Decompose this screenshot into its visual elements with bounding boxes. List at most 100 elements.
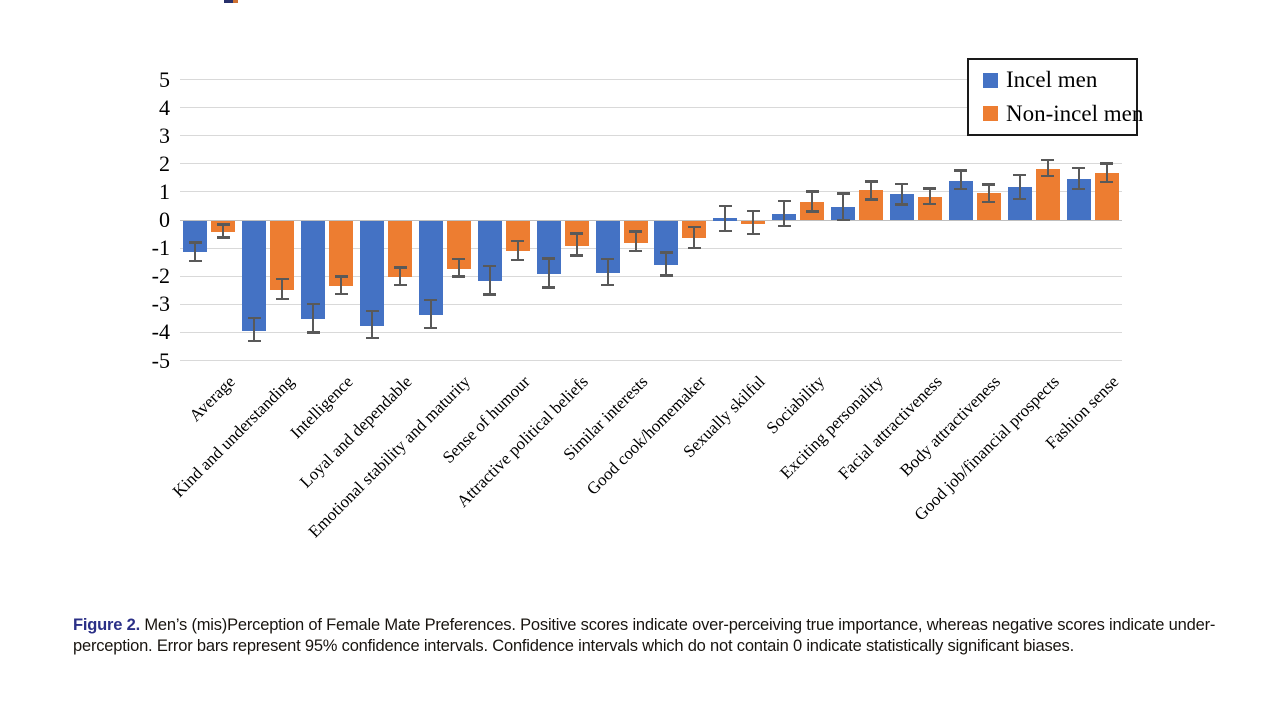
error-bar-cap (746, 209, 760, 213)
error-bar-cap (188, 241, 202, 244)
legend-item-non-incel-men: Non-incel men (983, 101, 1143, 127)
gridline (180, 79, 1122, 80)
legend-label: Incel men (1006, 67, 1098, 93)
y-axis-tick-label: -4 (151, 319, 170, 345)
error-bar-cap (1072, 166, 1086, 170)
error-bar-line (1046, 158, 1049, 178)
x-axis-label-text: Body attractiveness (896, 372, 1005, 480)
x-axis-label-text: Average (185, 372, 239, 426)
error-bar-non-incel-men-good-job-financial-prospects (1041, 158, 1055, 178)
legend: Incel men Non-incel men (967, 58, 1143, 136)
error-bar-non-incel-men-intelligence (334, 275, 348, 296)
y-axis-tick-label: 3 (159, 122, 170, 148)
error-bar-cap (718, 229, 732, 233)
gridline (180, 360, 1122, 361)
error-bar-cap (777, 224, 791, 228)
error-bar-cap (923, 187, 937, 190)
error-bar-cap (334, 275, 348, 278)
legend-item-incel-men: Incel men (983, 67, 1136, 93)
error-bar-incel-men-kind-and-understanding (247, 316, 261, 343)
error-bar-cap (306, 331, 320, 334)
y-axis-tick-label: -5 (151, 347, 170, 373)
error-bar-line (253, 316, 256, 343)
error-bar-non-incel-men-good-cook-homemaker (687, 225, 701, 250)
error-bar-non-incel-men-facial-attractiveness (923, 187, 937, 206)
error-bar-cap (393, 283, 407, 287)
bar-incel-men-kind-and-understanding (242, 221, 267, 331)
error-bar-cap (365, 309, 379, 313)
error-bar-cap (1041, 174, 1055, 178)
error-bar-cap (452, 257, 466, 261)
error-bar-cap (836, 218, 850, 222)
error-bar-incel-men-good-job-financial-prospects (1013, 173, 1027, 201)
error-bar-cap (247, 316, 261, 320)
error-bar-line (516, 239, 519, 261)
error-bar-cap (1041, 158, 1055, 162)
error-bar-line (752, 209, 755, 236)
error-bar-cap (629, 249, 643, 253)
error-bar-non-incel-men-fashion-sense (1100, 162, 1114, 184)
error-bar-non-incel-men-loyal-and-dependable (393, 266, 407, 287)
error-bar-cap (601, 283, 615, 287)
error-bar-cap (542, 286, 556, 289)
error-bar-cap (542, 257, 556, 260)
error-bar-cap (982, 200, 996, 204)
error-bar-cap (746, 232, 760, 236)
error-bar-cap (275, 277, 289, 281)
cropped-text-fragment (224, 0, 233, 3)
error-bar-cap (511, 239, 525, 243)
y-axis-tick-label: -1 (151, 235, 170, 261)
bar-non-incel-men-good-job-financial-prospects (1035, 168, 1060, 220)
error-bar-incel-men-attractive-political-beliefs (542, 257, 556, 289)
error-bar-cap (954, 187, 968, 191)
error-bar-line (724, 204, 727, 233)
error-bar-cap (805, 210, 819, 213)
gridline (180, 247, 1122, 249)
legend-swatch-incel-men (983, 72, 998, 88)
error-bar-incel-men-body-attractiveness (954, 169, 968, 191)
error-bar-cap (275, 297, 289, 301)
error-bar-line (312, 302, 315, 334)
error-bar-cap (864, 180, 878, 183)
caption-text: Men’s (mis)Perception of Female Mate Pre… (139, 616, 1216, 634)
error-bar-non-incel-men-emotional-stability-and-maturity (452, 257, 466, 278)
error-bar-line (1018, 173, 1021, 201)
error-bar-cap (954, 169, 968, 172)
error-bar-line (575, 232, 578, 257)
error-bar-cap (1100, 162, 1114, 165)
figure-caption: Figure 2. Men’s (mis)Perception of Femal… (73, 615, 1216, 657)
error-bar-cap (216, 236, 230, 239)
gridline (180, 135, 1122, 137)
y-axis-tick-label: 0 (159, 207, 170, 232)
x-axis-label-text: Exciting personality (775, 372, 887, 483)
y-axis-tick-label: 4 (159, 94, 170, 120)
error-bar-cap (629, 230, 643, 233)
error-bar-incel-men-fashion-sense (1072, 166, 1086, 191)
error-bar-cap (718, 204, 732, 208)
error-bar-cap (424, 326, 438, 330)
error-bar-incel-men-loyal-and-dependable (365, 309, 379, 340)
error-bar-non-incel-men-sociability (805, 190, 819, 213)
error-bar-line (900, 182, 903, 206)
y-axis-tick-label: 2 (159, 150, 170, 176)
error-bar-cap (1072, 187, 1086, 191)
error-bar-non-incel-men-similar-interests (629, 230, 643, 253)
error-bar-incel-men-exciting-personality (836, 192, 850, 222)
y-axis-tick-label: -3 (151, 291, 170, 317)
legend-swatch-non-incel-men (983, 106, 998, 122)
error-bar-line (281, 277, 284, 301)
error-bar-cap (216, 223, 230, 226)
error-bar-cap (895, 203, 909, 206)
error-bar-non-incel-men-attractive-political-beliefs (570, 232, 584, 257)
bar-incel-men-loyal-and-dependable (360, 221, 385, 326)
gridline (180, 275, 1122, 277)
error-bar-line (665, 251, 668, 277)
error-bar-cap (424, 298, 438, 302)
error-bar-line (842, 192, 845, 222)
error-bar-line (547, 257, 550, 289)
error-bar-cap (982, 183, 996, 186)
error-bar-cap (570, 232, 584, 235)
error-bar-incel-men-intelligence (306, 302, 320, 334)
error-bar-cap (1013, 197, 1027, 201)
y-axis-tick-label: 1 (159, 178, 170, 204)
